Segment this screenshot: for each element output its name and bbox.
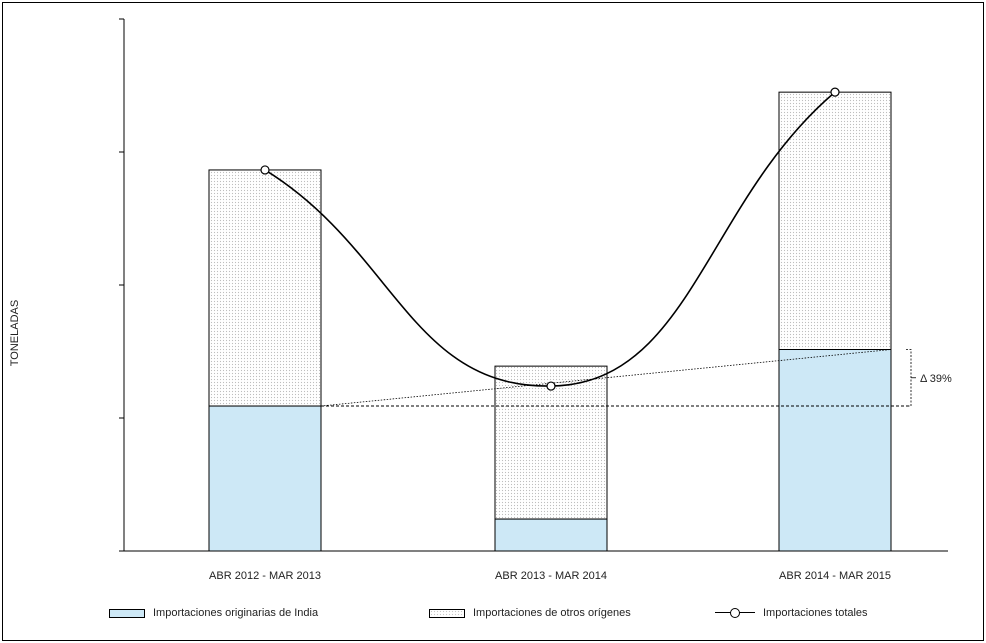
delta-annotation: Δ 39% — [920, 373, 952, 385]
legend-swatch-other — [429, 608, 465, 618]
legend-item-india: Importaciones originarias de India — [109, 603, 318, 623]
legend-label-other: Importaciones de otros orígenes — [473, 607, 631, 619]
chart-plot: ABR 2012 - MAR 2013 ABR 2013 - MAR 2014 AB… — [119, 18, 952, 582]
bar-india-0 — [208, 405, 322, 552]
delta-bracket — [906, 349, 912, 407]
bar-other-2 — [778, 91, 892, 351]
x-tick-label-2: ABR 2014 - MAR 2015 — [779, 570, 891, 582]
legend-swatch-india — [109, 608, 145, 618]
total-imports-line — [264, 91, 836, 387]
total-point-2 — [830, 87, 840, 97]
bar-india-2 — [778, 349, 892, 552]
x-tick-label-1: ABR 2013 - MAR 2014 — [495, 570, 607, 582]
bar-india-1 — [494, 518, 608, 552]
legend-item-other: Importaciones de otros orígenes — [429, 603, 631, 623]
y-axis-label: TONELADAS — [9, 299, 21, 367]
total-point-1 — [546, 381, 556, 391]
total-point-0 — [260, 165, 270, 175]
legend-item-total: Importaciones totales — [715, 603, 868, 623]
legend-swatch-total — [715, 608, 755, 618]
legend-label-total: Importaciones totales — [763, 607, 868, 619]
bar-other-0 — [208, 169, 322, 407]
legend: Importaciones originarias de India Impor… — [109, 603, 969, 623]
legend-label-india: Importaciones originarias de India — [153, 607, 319, 619]
trend-dotted-line — [320, 349, 892, 407]
x-tick-label-0: ABR 2012 - MAR 2013 — [209, 570, 321, 582]
